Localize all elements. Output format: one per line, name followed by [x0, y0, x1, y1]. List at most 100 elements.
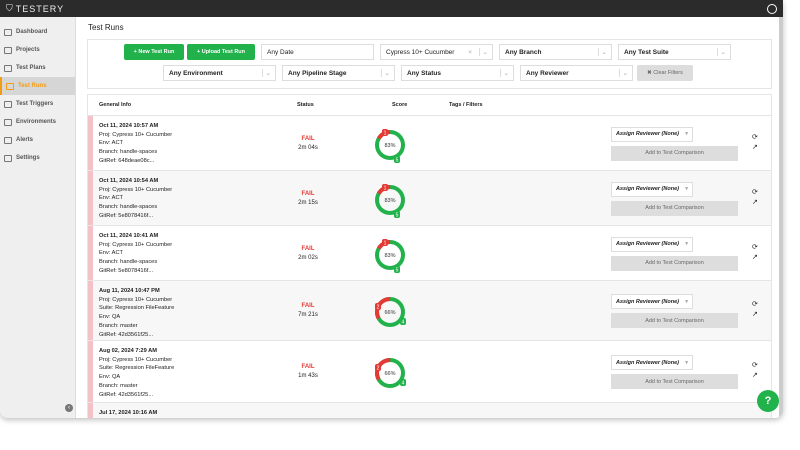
open-external-icon[interactable]: ↗ [752, 198, 758, 206]
project-filter-select[interactable]: Cypress 10+ Cucumber × ⌄ [380, 44, 493, 60]
fail-indicator [88, 116, 93, 170]
pipeline-filter-select[interactable]: Any Pipeline Stage ⌄ [282, 65, 395, 81]
info-line: GitRef: 42d3561f25... [99, 331, 154, 338]
table-row[interactable]: Aug 11, 2024 10:47 PM Proj: Cypress 10+ C… [88, 280, 771, 340]
upload-test-run-button[interactable]: + Upload Test Run [187, 44, 255, 60]
assign-reviewer-select[interactable]: Assign Reviewer (None) ▾ [611, 126, 693, 142]
status-cell: FAIL 2m 02s [288, 245, 328, 263]
sidebar-item-label: Test Runs [18, 83, 47, 89]
list-icon [6, 82, 14, 90]
sidebar-item-projects[interactable]: Projects [0, 41, 75, 59]
add-to-test-comparison-button[interactable]: Add to Test Comparison [611, 255, 738, 271]
info-line: Suite: Regression FileFeature [99, 305, 175, 312]
sidebar-item-label: Test Plans [16, 65, 46, 71]
sidebar-item-test-plans[interactable]: Test Plans [0, 59, 75, 77]
info-line: Aug 02, 2024 7:29 AM [99, 348, 157, 354]
score-label: 66% [384, 310, 395, 316]
open-external-icon[interactable]: ↗ [752, 372, 758, 379]
failed-arc [375, 239, 405, 270]
add-to-test-comparison-button[interactable]: Add to Test Comparison [611, 374, 738, 389]
table-row[interactable]: Oct 11, 2024 10:41 AM Proj: Cypress 10+ C… [88, 225, 771, 280]
chevron-down-icon: ⌄ [716, 48, 726, 56]
passed-count-badge [394, 210, 400, 218]
header-general-info: General Info [99, 102, 132, 108]
suite-filter-select[interactable]: Any Test Suite ⌄ [618, 44, 731, 60]
status-badge: FAIL [301, 190, 315, 197]
scrollbar[interactable] [779, 17, 783, 418]
status-cell: FAIL 2m 04s [288, 135, 328, 153]
open-external-icon[interactable]: ↗ [752, 143, 758, 151]
add-to-test-comparison-button[interactable]: Add to Test Comparison [611, 145, 738, 161]
sidebar-item-settings[interactable]: Settings [0, 149, 75, 167]
rerun-icon[interactable]: ⟳ [752, 362, 758, 369]
new-test-run-button[interactable]: + New Test Run [124, 44, 184, 60]
sidebar-item-test-runs[interactable]: Test Runs [0, 77, 75, 95]
date-filter-input[interactable]: Any Date [261, 44, 374, 60]
chevron-down-icon: ⌄ [261, 69, 271, 77]
score-donut: 83% 1 5 [375, 128, 405, 163]
dashboard-icon [4, 28, 12, 36]
general-info: Oct 11, 2024 10:54 AM Proj: Cypress 10+ C… [99, 177, 172, 221]
add-to-test-comparison-button[interactable]: Add to Test Comparison [611, 313, 738, 328]
fail-indicator [88, 226, 93, 280]
svg-text:5: 5 [396, 267, 399, 273]
assign-reviewer-select[interactable]: Assign Reviewer (None) ▾ [611, 355, 693, 370]
duration: 2m 04s [298, 144, 318, 151]
assign-reviewer-select[interactable]: Assign Reviewer (None) ▾ [611, 181, 693, 197]
rerun-icon[interactable]: ⟳ [752, 243, 758, 251]
general-info: Jul 17, 2024 10:16 AM [99, 409, 157, 418]
sidebar-item-test-triggers[interactable]: Test Triggers [0, 95, 75, 113]
info-line: Oct 11, 2024 10:54 AM [99, 178, 159, 184]
table-row[interactable]: Oct 11, 2024 10:54 AM Proj: Cypress 10+ C… [88, 170, 771, 225]
rerun-icon[interactable]: ⟳ [752, 133, 758, 141]
sidebar-item-environments[interactable]: Environments [0, 113, 75, 131]
failed-count-badge [375, 364, 381, 371]
chevron-down-icon: ▾ [685, 359, 688, 366]
reviewer-filter-select[interactable]: Any Reviewer ⌄ [520, 65, 633, 81]
table-row[interactable]: Oct 11, 2024 10:57 AM Proj: Cypress 10+ C… [88, 115, 771, 170]
failed-count-badge [382, 183, 388, 191]
info-line: Env: QA [99, 314, 121, 321]
sidebar-item-alerts[interactable]: Alerts [0, 131, 75, 149]
passed-count-badge [394, 155, 400, 163]
bell-icon [4, 136, 12, 144]
header-status: Status [297, 102, 314, 108]
clipboard-icon [4, 64, 12, 72]
open-external-icon[interactable]: ↗ [752, 253, 758, 261]
status-cell: FAIL 1m 43s [288, 363, 328, 381]
info-line: Branch: master [99, 322, 138, 329]
status-cell: FAIL 7m 21s [288, 302, 328, 320]
branch-filter-select[interactable]: Any Branch ⌄ [499, 44, 612, 60]
status-filter-select[interactable]: Any Status ⌄ [401, 65, 514, 81]
clear-project-icon[interactable]: × [468, 48, 472, 56]
collapse-sidebar-button[interactable]: ‹ [65, 404, 73, 412]
assign-reviewer-select[interactable]: Assign Reviewer (None) ▾ [611, 236, 693, 252]
failed-count-badge [375, 303, 381, 310]
user-account-icon[interactable] [767, 3, 777, 14]
general-info: Oct 11, 2024 10:41 AM Proj: Cypress 10+ C… [99, 232, 172, 276]
assign-reviewer-select[interactable]: Assign Reviewer (None) ▾ [611, 294, 693, 309]
fail-indicator [88, 281, 93, 340]
sidebar-item-dashboard[interactable]: Dashboard [0, 23, 75, 41]
info-line: Suite: Regression FileFeature [99, 365, 175, 372]
score-donut: 83% 1 5 [375, 183, 405, 218]
info-line: Env: ACT [99, 140, 124, 147]
table-row[interactable]: Aug 02, 2024 7:29 AM Proj: Cypress 10+ Cu… [88, 340, 771, 402]
info-line: Oct 11, 2024 10:41 AM [99, 233, 159, 239]
add-to-test-comparison-button[interactable]: Add to Test Comparison [611, 200, 738, 216]
sidebar-item-label: Test Triggers [16, 101, 54, 107]
status-badge: FAIL [301, 135, 315, 142]
open-external-icon[interactable]: ↗ [752, 311, 758, 318]
test-runs-table: General Info Status Score Tags / Filters… [87, 94, 772, 418]
info-line: GitRef: 42d3561f25... [99, 391, 154, 398]
environment-filter-select[interactable]: Any Environment ⌄ [163, 65, 276, 81]
clear-filters-button[interactable]: ✖ Clear Filters [637, 65, 693, 81]
table-row[interactable]: Jul 17, 2024 10:16 AM [88, 402, 771, 418]
folder-icon [4, 46, 12, 54]
help-button[interactable]: ? [757, 390, 779, 412]
rerun-icon[interactable]: ⟳ [752, 301, 758, 308]
filter-panel: + New Test Run + Upload Test Run Any Dat… [87, 39, 772, 89]
logo[interactable]: ⛉ TESTERY [6, 3, 65, 14]
info-line: Proj: Cypress 10+ Cucumber [99, 356, 173, 363]
rerun-icon[interactable]: ⟳ [752, 188, 758, 196]
